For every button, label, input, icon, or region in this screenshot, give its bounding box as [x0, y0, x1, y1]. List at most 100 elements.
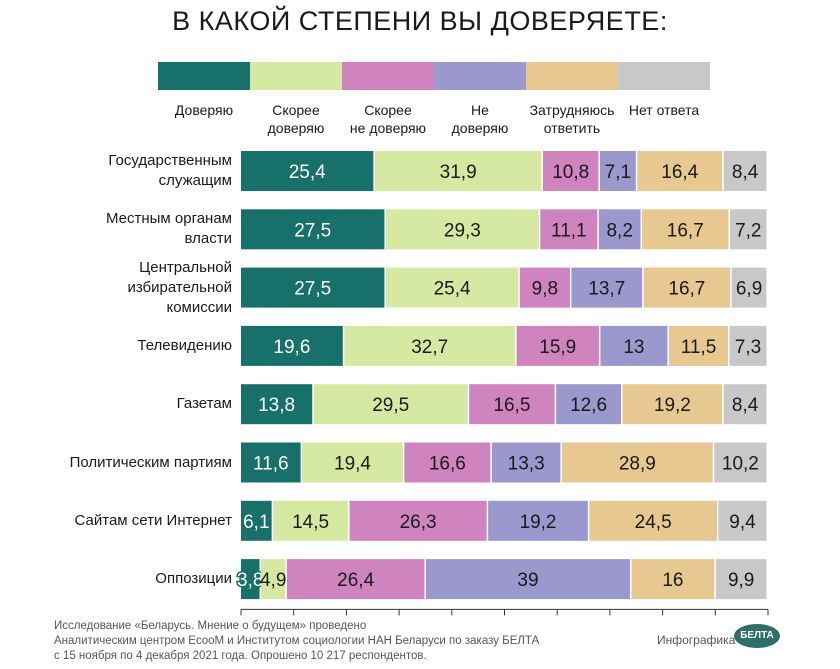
- bar-segment: [261, 559, 286, 600]
- legend-swatch: [618, 62, 710, 90]
- data-label: 25,4: [289, 162, 326, 183]
- data-label: 32,7: [411, 337, 448, 358]
- data-label: 19,4: [334, 454, 371, 475]
- data-label: 26,3: [400, 512, 437, 533]
- category-label: Политическим партиям: [69, 453, 232, 471]
- bar-segment: [344, 325, 516, 366]
- bar-segment: [668, 325, 729, 366]
- data-label: 19,6: [273, 337, 310, 358]
- legend-label: Не доверяю: [451, 102, 509, 136]
- bar-segment: [404, 442, 491, 483]
- data-label: 24,5: [635, 512, 672, 533]
- data-label: 19,2: [654, 395, 691, 416]
- legend-item: Затрудняюсь ответить: [524, 62, 620, 137]
- data-label: 9,4: [729, 512, 756, 533]
- data-label: 16,6: [429, 454, 466, 475]
- bar-segment: [729, 325, 767, 366]
- bar-segment: [241, 559, 260, 600]
- bar-segment: [313, 384, 468, 425]
- bar-segment: [723, 151, 767, 191]
- bar-segment: [488, 500, 588, 541]
- bar-segment: [730, 209, 767, 250]
- bar-segment: [374, 151, 542, 191]
- data-label: 4,9: [260, 570, 286, 591]
- data-label: 11,1: [551, 220, 587, 241]
- bar-segment: [241, 442, 301, 483]
- legend-item: Доверяю: [156, 62, 252, 119]
- bar-segment: [599, 151, 636, 191]
- data-label: 26,4: [337, 570, 374, 591]
- data-label: 6,1: [243, 512, 269, 533]
- data-label: 6,9: [736, 279, 762, 300]
- bar-segment: [714, 442, 767, 483]
- data-label: 31,9: [440, 162, 477, 183]
- legend-swatch: [158, 62, 250, 90]
- bar-segment: [723, 384, 767, 425]
- bar-segment: [542, 151, 599, 191]
- footer-line: Исследование «Беларусь. Мнение о будущем…: [54, 620, 367, 632]
- data-label: 11,5: [681, 337, 717, 358]
- data-label: 15,9: [539, 337, 576, 358]
- bar-segment: [241, 151, 374, 191]
- bar-segment: [637, 151, 723, 191]
- data-label: 16,4: [661, 162, 698, 183]
- bar-segment: [491, 442, 561, 483]
- bar-segment: [241, 500, 272, 541]
- bar-segment: [273, 500, 349, 541]
- bar-segment: [516, 325, 599, 366]
- belta-logo: БЕЛТА: [734, 624, 780, 648]
- bar-segment: [241, 209, 385, 250]
- bar-segment: [715, 559, 767, 600]
- bar-segment: [642, 209, 729, 250]
- data-label: 8,2: [606, 220, 632, 241]
- bar-segment: [556, 384, 622, 425]
- data-label: 16,5: [493, 395, 530, 416]
- legend-item: Скорее доверяю: [248, 62, 344, 137]
- data-label: 10,8: [552, 162, 589, 183]
- bar-segment: [589, 500, 717, 541]
- data-label: 8,4: [732, 162, 759, 183]
- data-label: 28,9: [619, 454, 656, 475]
- category-label: Сайтам сети Интернет: [74, 511, 232, 529]
- footer-note: Исследование «Беларусь. Мнение о будущем…: [54, 619, 539, 664]
- data-label: 25,4: [434, 279, 471, 300]
- legend-label: Скорее доверяю: [267, 102, 325, 136]
- bar-segment: [718, 500, 767, 541]
- bar-segment: [241, 267, 385, 308]
- bar-segment: [643, 267, 731, 308]
- legend-item: Не доверяю: [432, 62, 528, 137]
- bar-segment: [571, 267, 643, 308]
- data-label: 9,9: [728, 570, 754, 591]
- legend-swatch: [342, 62, 434, 90]
- bar-segment: [241, 384, 313, 425]
- data-label: 10,2: [722, 454, 759, 475]
- bar-segment: [385, 209, 539, 250]
- data-label: 29,3: [444, 220, 481, 241]
- data-label: 13: [623, 337, 644, 358]
- data-label: 7,3: [735, 337, 761, 358]
- legend-label: Затрудняюсь ответить: [529, 102, 615, 136]
- category-label: Центральной избирательной комиссии: [127, 258, 232, 316]
- data-label: 12,6: [570, 395, 607, 416]
- footer-line: с 15 ноября по 4 декабря 2021 года. Опро…: [54, 650, 427, 662]
- category-label: Газетам: [176, 395, 232, 413]
- bar-segment: [731, 267, 767, 308]
- legend-label: Нет ответа: [628, 102, 700, 118]
- infographic-credit: Инфографика: [657, 633, 736, 647]
- data-label: 3,8: [237, 570, 263, 591]
- data-label: 27,5: [294, 220, 331, 241]
- category-label: Оппозиции: [155, 570, 232, 588]
- bar-segment: [561, 442, 713, 483]
- data-label: 16,7: [667, 220, 704, 241]
- bar-segment: [540, 209, 598, 250]
- category-label: Телевидению: [137, 336, 232, 354]
- data-label: 13,3: [508, 454, 545, 475]
- data-label: 9,8: [532, 279, 558, 300]
- legend-swatch: [526, 62, 618, 90]
- bar-segment: [600, 325, 668, 366]
- data-label: 13,7: [588, 279, 625, 300]
- bar-segment: [349, 500, 487, 541]
- bar-segment: [425, 559, 631, 600]
- legend-label: Скорее не доверяю: [349, 102, 427, 136]
